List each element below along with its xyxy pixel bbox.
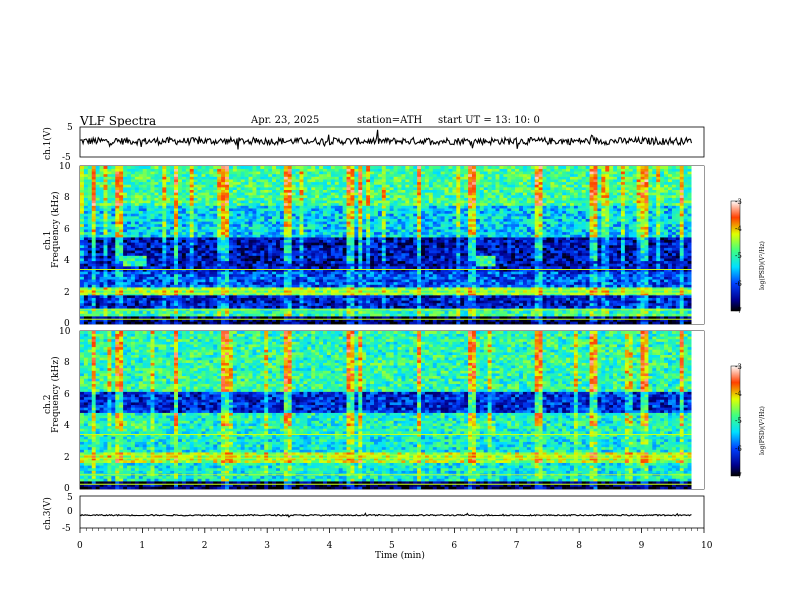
x-tick-label: 0 (77, 541, 83, 551)
ch1-spec-ytick-0: 0 (64, 319, 70, 329)
ch2-colorbar: -3 -4 -5 -6 -7 log(PSD)(V²/Hz) (730, 363, 766, 480)
waveform-line (79, 129, 693, 150)
x-tick-label: 6 (451, 541, 457, 551)
x-tick-label: 3 (264, 541, 270, 551)
cb1-tick-m4: -4 (735, 225, 742, 233)
ch3-ytick-top: 5 (67, 493, 73, 503)
ch1-spec-ytick-10: 10 (59, 162, 71, 172)
ch3-ylabel: ch.3(V) (42, 497, 53, 530)
ch1-spec-ytick-2: 2 (64, 288, 70, 298)
ch1-spec-ylabel: Frequency (kHz) (50, 191, 61, 268)
x-axis: 0 1 2 3 4 5 6 7 8 9 10 (77, 528, 713, 551)
ch2-spectrogram-image (80, 331, 704, 490)
ch3-waveform-panel: 5 0 -5 ch.3(V) (42, 493, 705, 534)
ch2-spec-ytick-4: 4 (64, 421, 70, 431)
ch1-ytick-bottom: -5 (62, 153, 71, 163)
cb2-tick-m5: -5 (735, 417, 742, 425)
cb2-tick-m6: -6 (735, 445, 742, 453)
figure-title: VLF Spectra (80, 114, 157, 128)
cb2-tick-m4: -4 (735, 390, 742, 398)
ch1-waveform-trace (79, 129, 693, 150)
x-tick-label: 1 (139, 541, 145, 551)
cb2-label: log(PSD)(V²/Hz) (759, 406, 766, 455)
ch1-spec-channel-label: ch.1 (43, 231, 53, 250)
x-tick-label: 5 (389, 541, 395, 551)
ch2-spec-ytick-6: 6 (64, 390, 70, 400)
x-tick-label: 9 (639, 541, 645, 551)
waveform-line (79, 512, 692, 518)
x-tick-label: 7 (514, 541, 520, 551)
ch3-ytick-mid: 0 (67, 507, 73, 517)
cb1-tick-m6: -6 (735, 280, 742, 288)
ch2-spec-channel-label: ch.2 (43, 395, 53, 414)
ch2-spec-ytick-10: 10 (59, 327, 71, 337)
ch3-ytick-bottom: -5 (62, 524, 71, 534)
x-tick-label: 2 (202, 541, 208, 551)
cb2-tick-m3: -3 (735, 363, 742, 371)
cb1-tick-m5: -5 (735, 252, 742, 260)
ch1-ylabel: ch.1(V) (42, 127, 53, 160)
cb1-tick-m7: -7 (735, 307, 742, 315)
start-time-label: start UT = 13: 10: 0 (438, 115, 540, 126)
ch1-ytick-top: 5 (67, 123, 73, 133)
x-axis-label: Time (min) (375, 550, 425, 561)
ch1-colorbar: -3 -4 -5 -6 -7 log(PSD)(V²/Hz) (730, 198, 766, 315)
ch3-waveform-trace (79, 512, 692, 518)
ch2-spec-ytick-8: 8 (64, 358, 70, 368)
ch1-spec-ytick-6: 6 (64, 225, 70, 235)
date-label: Apr. 23, 2025 (251, 115, 320, 126)
ch2-spec-ytick-2: 2 (64, 453, 70, 463)
x-tick-label: 8 (576, 541, 582, 551)
ch2-spec-ytick-0: 0 (64, 484, 70, 494)
x-tick-label: 10 (701, 541, 713, 551)
ch1-spectrogram-panel: 0 2 4 6 8 10 ch.1 Frequency (kHz) (43, 162, 705, 329)
ch2-spec-ylabel: Frequency (kHz) (50, 356, 61, 433)
ch1-spectrogram-image (80, 166, 704, 325)
cb1-label: log(PSD)(V²/Hz) (759, 241, 766, 290)
x-tick-label: 4 (327, 541, 333, 551)
ch2-spectrogram-panel: 0 2 4 6 8 10 ch.2 Frequency (kHz) (43, 327, 705, 494)
cb2-tick-m7: -7 (735, 472, 742, 480)
station-label: station=ATH (357, 115, 423, 126)
ch1-spec-ytick-4: 4 (64, 256, 70, 266)
ch1-spec-ytick-8: 8 (64, 193, 70, 203)
ch1-waveform-panel: 5 -5 ch.1(V) (42, 123, 705, 163)
cb1-tick-m3: -3 (735, 198, 742, 206)
